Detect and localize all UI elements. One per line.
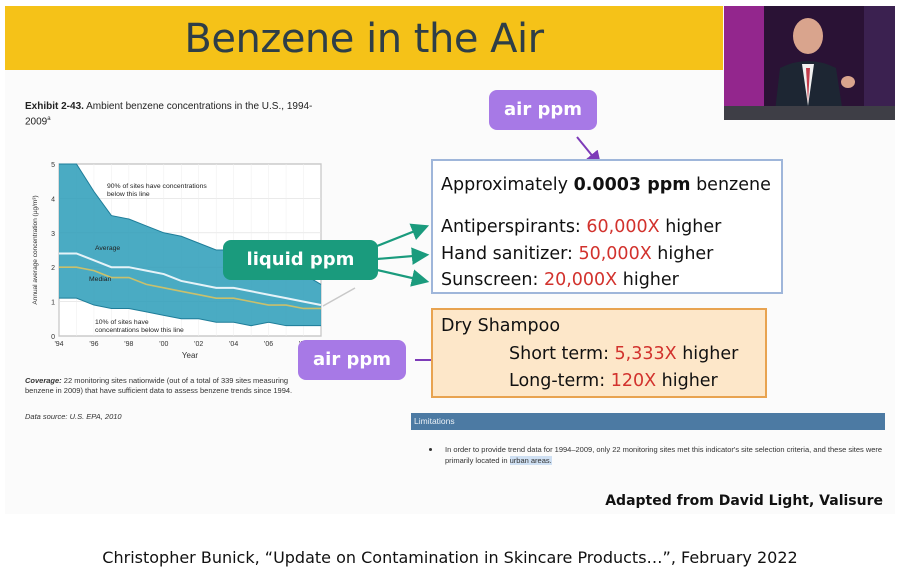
coverage-label: Coverage: xyxy=(25,376,62,385)
exhibit-text: Ambient benzene concentrations in the U.… xyxy=(25,101,313,128)
x-tick-label: '96 xyxy=(89,341,98,348)
annotation-median: Median xyxy=(89,276,112,283)
exhibit-title: Exhibit 2-43. Ambient benzene concentrat… xyxy=(25,100,325,128)
air-baseline-line: Approximately 0.0003 ppm benzene xyxy=(441,175,771,195)
air-baseline-value: 0.0003 ppm xyxy=(573,175,691,195)
x-tick-label: '04 xyxy=(229,341,238,348)
callout-air-ppm-bottom: air ppm xyxy=(298,340,406,380)
slide: Benzene in the Air Exhibit 2-43. Ambient… xyxy=(5,6,895,514)
arrow-liquid-1 xyxy=(376,223,430,248)
callout-air-ppm-top: air ppm xyxy=(489,90,597,130)
exhibit-label: Exhibit 2-43. xyxy=(25,101,84,112)
slide-credit: Adapted from David Light, Valisure xyxy=(605,493,883,509)
data-source: Data source: U.S. EPA, 2010 xyxy=(25,412,122,421)
limitations-header: Limitations xyxy=(411,413,885,430)
y-tick-label: 0 xyxy=(51,334,55,341)
callout-liquid-ppm: liquid ppm xyxy=(223,240,378,280)
exhibit-superscript: a xyxy=(47,116,51,122)
x-tick-label: '02 xyxy=(194,341,203,348)
y-axis-label: Annual average concentration (µg/m³) xyxy=(32,195,39,304)
x-tick-label: '94 xyxy=(54,341,63,348)
long-term-line: Long-term: 120X higher xyxy=(509,371,718,391)
dry-shampoo-box: Dry Shampoo Short term: 5,333X higher Lo… xyxy=(431,308,767,398)
x-tick-label: '06 xyxy=(264,341,273,348)
x-tick-label: '00 xyxy=(159,341,168,348)
annotation-10-percent: 10% of sites have concentrations below th… xyxy=(95,319,184,334)
arrow-liquid-2 xyxy=(376,247,430,265)
speaker-video-thumbnail[interactable] xyxy=(724,6,895,120)
annotation-average: Average xyxy=(95,245,120,252)
series-10th-percentile-line xyxy=(59,297,321,327)
limitations-bullet xyxy=(429,448,432,451)
y-tick-label: 1 xyxy=(51,300,55,307)
series-average-line xyxy=(59,252,322,307)
y-tick-label: 3 xyxy=(51,231,55,238)
antiperspirants-line: Antiperspirants: 60,000X higher xyxy=(441,217,722,237)
speaker-video-image xyxy=(724,6,895,120)
x-axis-label: Year xyxy=(182,351,199,360)
y-tick-label: 2 xyxy=(51,265,55,272)
slide-title: Benzene in the Air xyxy=(184,16,544,62)
y-tick-label: 4 xyxy=(51,196,55,203)
limitations-highlight: urban areas. xyxy=(509,456,552,465)
y-tick-label: 5 xyxy=(51,162,55,169)
limitations-text: In order to provide trend data for 1994–… xyxy=(445,445,883,465)
x-tick-label: '98 xyxy=(124,341,133,348)
dry-shampoo-title: Dry Shampoo xyxy=(441,316,561,336)
coverage-note: Coverage: 22 monitoring sites nationwide… xyxy=(25,376,315,396)
coverage-text: 22 monitoring sites nationwide (out of a… xyxy=(25,376,293,395)
hand-sanitizer-line: Hand sanitizer: 50,000X higher xyxy=(441,244,714,264)
annotation-90-percent: 90% of sites have concentrations below th… xyxy=(107,183,207,198)
video-citation: Christopher Bunick, “Update on Contamina… xyxy=(102,548,798,567)
series-median-line xyxy=(59,266,321,310)
air-comparison-box: Approximately 0.0003 ppm benzene Antiper… xyxy=(431,159,783,294)
sunscreen-line: Sunscreen: 20,000X higher xyxy=(441,270,679,290)
title-bar: Benzene in the Air xyxy=(5,6,723,70)
short-term-line: Short term: 5,333X higher xyxy=(509,344,739,364)
percentile-band-90-10 xyxy=(59,164,321,326)
arrow-liquid-3 xyxy=(376,268,430,287)
